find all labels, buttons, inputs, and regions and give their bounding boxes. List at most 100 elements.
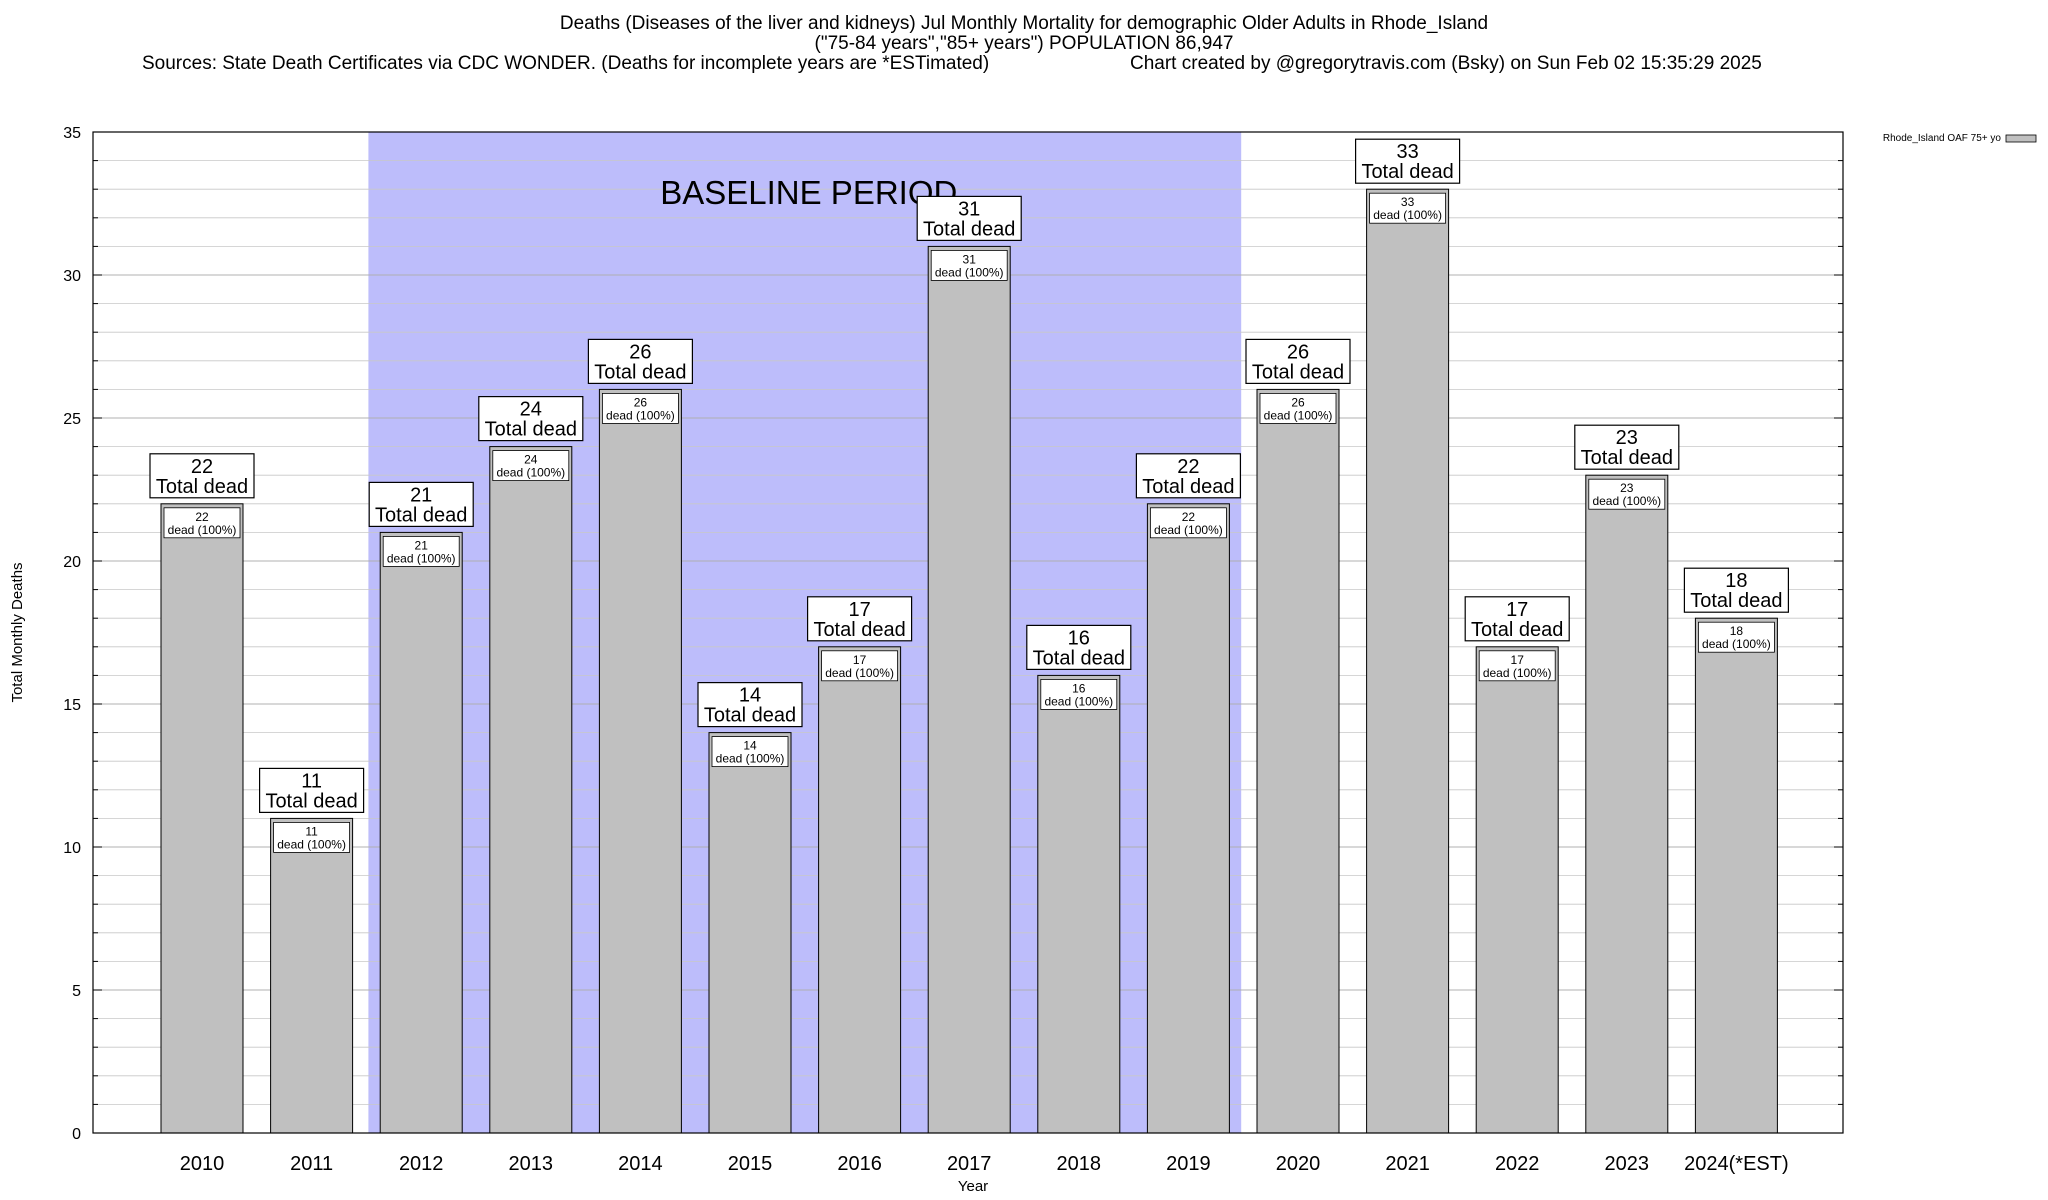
bar-inner-percent: dead (100%) (496, 466, 565, 480)
y-axis-label: Total Monthly Deaths (9, 562, 26, 702)
chart-sources: Sources: State Death Certificates via CD… (142, 53, 990, 74)
bar-inner-label-box (1259, 392, 1337, 424)
bar (1475, 646, 1559, 1134)
x-tick-label: 2019 (1166, 1153, 1211, 1175)
bar-total-count: 17 (1506, 599, 1528, 621)
bar-inner-count: 33 (1401, 195, 1415, 209)
bar-total-count: 22 (1177, 456, 1199, 478)
bar-inner-count: 23 (1620, 481, 1634, 495)
bar-total-text: Total dead (1033, 647, 1125, 669)
bar-total-label-box (1245, 338, 1351, 384)
bar-inner-label-box (930, 249, 1008, 281)
bar-total-count: 17 (848, 599, 870, 621)
bar (1694, 617, 1778, 1134)
bar-inner-label-box (1698, 621, 1775, 653)
bar-inner-label-box (1040, 679, 1118, 710)
bar (160, 503, 244, 1134)
bar (1256, 388, 1340, 1134)
bar-total-text: Total dead (704, 705, 796, 727)
bar-inner-percent: dead (100%) (277, 837, 346, 851)
bar-inner-percent: dead (100%) (1592, 494, 1661, 508)
bar-total-text: Total dead (1690, 590, 1782, 612)
bar-total-text: Total dead (485, 419, 577, 441)
bar (1366, 188, 1450, 1134)
bar-total-label-box (1026, 624, 1132, 671)
bar-inner-count: 18 (1730, 624, 1744, 638)
bar-total-count: 24 (520, 399, 542, 421)
bar-inner-label-box (1478, 650, 1556, 682)
bar-total-count: 14 (739, 685, 761, 707)
bar-inner-count: 26 (1291, 395, 1305, 409)
bar-inner-label-box (602, 392, 679, 424)
chart-credit: Chart created by @gregorytravis.com (Bsk… (1130, 53, 1762, 74)
chart-title: Deaths (Diseases of the liver and kidney… (559, 13, 1489, 34)
bar-inner-count: 22 (195, 510, 209, 524)
bar-total-text: Total dead (1142, 476, 1234, 498)
bar-total-text: Total dead (923, 218, 1015, 240)
bar-total-count: 21 (410, 484, 432, 506)
bar-inner-percent: dead (100%) (387, 551, 456, 565)
x-tick-label: 2014 (618, 1153, 663, 1175)
bar (270, 817, 354, 1134)
x-tick-label: 2012 (399, 1153, 444, 1175)
bar-total-text: Total dead (594, 361, 686, 383)
x-tick-label: 2016 (837, 1153, 882, 1175)
bar-total-text: Total dead (813, 619, 905, 641)
bar-inner-count: 11 (305, 824, 318, 838)
x-tick-label: 2018 (1057, 1153, 1102, 1175)
bar-inner-label-box (821, 650, 898, 682)
bar-total-label-box (587, 338, 694, 384)
bar-total-label-box (1574, 424, 1680, 470)
y-tick-label: 30 (63, 268, 81, 285)
bar-total-label-box (478, 396, 584, 442)
legend-swatch (2005, 134, 2037, 143)
bar-inner-label-box (1150, 507, 1227, 539)
bar-inner-label-box (273, 822, 351, 853)
y-tick-label: 10 (63, 840, 81, 857)
baseline-period-label: BASELINE PERIOD (660, 174, 957, 211)
bar-inner-label-box (711, 736, 789, 767)
bar-inner-percent: dead (100%) (1044, 694, 1113, 708)
y-tick-label: 0 (72, 1126, 81, 1143)
bar-inner-percent: dead (100%) (716, 752, 785, 766)
bar (489, 446, 573, 1134)
bar (1037, 674, 1121, 1134)
bar-total-text: Total dead (1581, 447, 1673, 469)
bar-total-label-box (149, 453, 255, 499)
y-tick-label: 35 (63, 125, 81, 142)
x-tick-label: 2015 (728, 1153, 773, 1175)
bar-total-label-box (806, 596, 913, 642)
bar (1585, 474, 1669, 1134)
bar-inner-label-box (1588, 478, 1666, 510)
bar (708, 732, 792, 1134)
bar-total-text: Total dead (375, 504, 467, 526)
bar-total-label-box (697, 681, 803, 728)
bar-inner-percent: dead (100%) (1702, 637, 1771, 651)
bar-total-text: Total dead (1471, 619, 1563, 641)
bar-inner-label-box (1369, 192, 1446, 224)
bar-total-count: 16 (1068, 627, 1090, 649)
bar-total-text: Total dead (1361, 161, 1453, 183)
bar-inner-count: 14 (743, 739, 757, 753)
bar-inner-percent: dead (100%) (935, 265, 1004, 279)
bar-inner-count: 22 (1182, 510, 1196, 524)
bar-total-label-box (1354, 138, 1461, 184)
x-tick-label: 2022 (1495, 1153, 1540, 1175)
bar-total-text: Total dead (1252, 361, 1344, 383)
x-tick-label: 2021 (1385, 1153, 1430, 1175)
bar-inner-count: 26 (634, 395, 648, 409)
chart-title-population: ("75-84 years","85+ years") POPULATION 8… (814, 33, 1234, 54)
bar-inner-label-box (382, 536, 460, 567)
chart-title-block: Deaths (Diseases of the liver and kidney… (0, 14, 2048, 54)
bar-total-label-box (259, 767, 365, 814)
bar-total-label-box (1464, 596, 1570, 642)
x-tick-label: 2013 (509, 1153, 554, 1175)
x-axis-label: Year (958, 1178, 988, 1195)
bar-total-count: 18 (1725, 570, 1747, 592)
bar-total-label-box (1683, 567, 1790, 613)
bar-inner-count: 24 (524, 453, 538, 467)
bar-inner-percent: dead (100%) (1483, 666, 1552, 680)
bar-inner-count: 16 (1072, 681, 1086, 695)
bar (1146, 503, 1230, 1134)
bar-total-count: 31 (958, 198, 980, 220)
